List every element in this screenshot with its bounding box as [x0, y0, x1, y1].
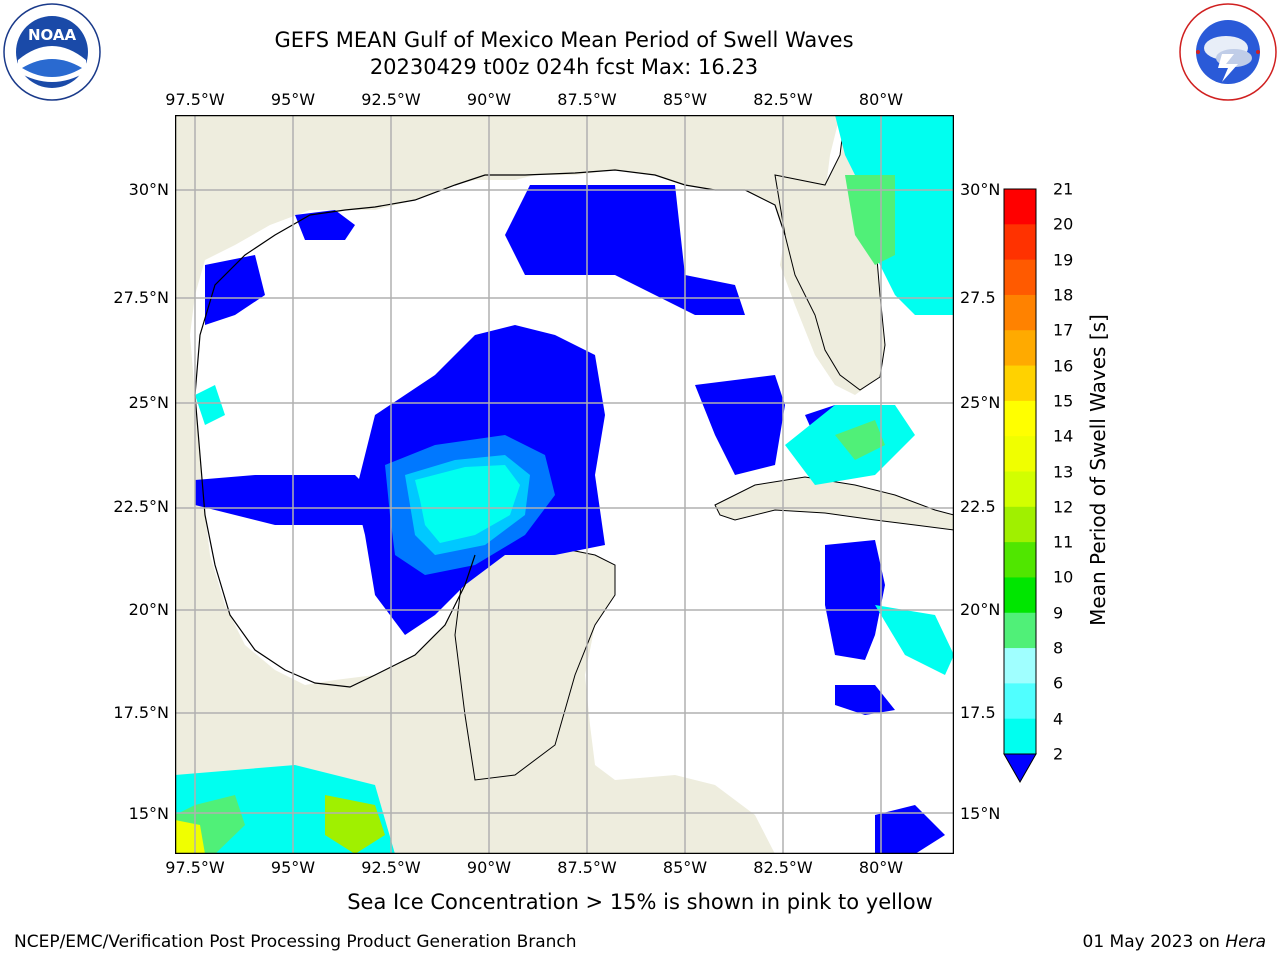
- colorbar-swatch: [1004, 542, 1036, 578]
- colorbar-tick: 11: [1053, 532, 1074, 552]
- noaa-logo-text: NOAA: [28, 26, 77, 44]
- colorbar-tick: 16: [1053, 356, 1074, 376]
- footer-date: 01 May 2023 on Hera: [1083, 932, 1267, 952]
- lon-tick-top: 97.5°W: [165, 90, 225, 109]
- map-panel: [174, 114, 955, 855]
- swell-fill-light: [175, 115, 954, 854]
- footer-system: Hera: [1225, 932, 1266, 952]
- lon-tick-top: 85°W: [662, 90, 708, 109]
- colorbar-tick: 14: [1053, 426, 1074, 446]
- lon-tick-top: 80°W: [858, 90, 904, 109]
- lon-tick-bottom: 92.5°W: [361, 858, 421, 877]
- colorbar-tick: 12: [1053, 497, 1074, 517]
- lat-tick-left: 27.5°N: [113, 288, 169, 307]
- lat-tick-right: 25°N: [960, 393, 1001, 412]
- nws-logo: [1178, 2, 1278, 102]
- colorbar-tick: 19: [1053, 250, 1074, 270]
- colorbar-swatch: [1004, 506, 1036, 543]
- lat-tick-right: 22.5: [960, 497, 996, 516]
- colorbar: [1000, 185, 1040, 785]
- colorbar-swatch: [1004, 718, 1036, 755]
- colorbar-tick: 4: [1053, 709, 1064, 729]
- lon-tick-top: 87.5°W: [557, 90, 617, 109]
- colorbar-swatch: [1004, 436, 1036, 472]
- colorbar-tick: 18: [1053, 285, 1074, 305]
- colorbar-tick: 20: [1053, 214, 1074, 234]
- lat-tick-right: 30°N: [960, 180, 1001, 199]
- colorbar-tick: 10: [1053, 567, 1074, 587]
- lon-tick-bottom: 97.5°W: [165, 858, 225, 877]
- colorbar-tick: 21: [1053, 179, 1074, 199]
- colorbar-swatch: [1004, 400, 1036, 437]
- colorbar-swatch: [1004, 224, 1036, 261]
- colorbar-tick: 15: [1053, 391, 1074, 411]
- map-frame: [174, 114, 955, 855]
- lat-tick-left: 20°N: [128, 600, 169, 619]
- lat-tick-right: 15°N: [960, 804, 1001, 823]
- map-subtitle: 20230429 t00z 024h fcst Max: 16.23: [369, 55, 759, 79]
- colorbar-swatch: [1004, 683, 1036, 720]
- map-title: GEFS MEAN Gulf of Mexico Mean Period of …: [274, 28, 854, 52]
- colorbar-swatch: [1004, 294, 1036, 331]
- colorbar-swatch: [1004, 330, 1036, 367]
- colorbar-tick: 2: [1053, 744, 1064, 764]
- lat-tick-left: 25°N: [128, 393, 169, 412]
- footer-credit: NCEP/EMC/Verification Post Processing Pr…: [14, 932, 577, 952]
- colorbar-swatch: [1004, 471, 1036, 508]
- colorbar-swatch: [1004, 365, 1036, 402]
- colorbar-frame: [1003, 188, 1037, 755]
- gulf-coastline: [194, 169, 786, 396]
- colorbar-swatch: [1004, 259, 1036, 296]
- sea-ice-caption: Sea Ice Concentration > 15% is shown in …: [347, 890, 933, 914]
- colorbar-tick: 17: [1053, 320, 1074, 340]
- colorbar-extend-min: [1003, 753, 1037, 784]
- lat-tick-right: 20°N: [960, 600, 1001, 619]
- colorbar-swatches: [1003, 188, 1037, 784]
- map-canvas: [174, 114, 955, 855]
- colorbar-swatch: [1004, 577, 1036, 614]
- lon-tick-bottom: 80°W: [858, 858, 904, 877]
- footer-date-text: 01 May 2023 on: [1082, 932, 1226, 952]
- colorbar-swatch: [1004, 648, 1036, 684]
- lat-tick-right: 17.5: [960, 703, 996, 722]
- colorbar-tick: 8: [1053, 638, 1064, 658]
- lon-tick-bottom: 90°W: [466, 858, 512, 877]
- lon-tick-bottom: 82.5°W: [753, 858, 813, 877]
- lon-tick-top: 82.5°W: [753, 90, 813, 109]
- lon-tick-top: 92.5°W: [361, 90, 421, 109]
- graticule: [175, 115, 954, 854]
- lon-tick-top: 95°W: [270, 90, 316, 109]
- lon-tick-bottom: 95°W: [270, 858, 316, 877]
- lat-tick-left: 22.5°N: [113, 497, 169, 516]
- lat-tick-left: 15°N: [128, 804, 169, 823]
- colorbar-tick: 13: [1053, 462, 1074, 481]
- lat-tick-left: 17.5°N: [113, 703, 169, 722]
- lon-tick-bottom: 85°W: [662, 858, 708, 877]
- colorbar-label: Mean Period of Swell Waves [s]: [1086, 314, 1110, 626]
- colorbar-tick: 9: [1053, 603, 1064, 623]
- noaa-logo: NOAA: [2, 2, 102, 102]
- colorbar-tick: 6: [1053, 673, 1064, 693]
- lat-tick-left: 30°N: [128, 180, 169, 199]
- colorbar-swatch: [1004, 189, 1036, 225]
- lon-tick-bottom: 87.5°W: [557, 858, 617, 877]
- colorbar-swatch: [1004, 612, 1036, 649]
- lon-tick-top: 90°W: [466, 90, 512, 109]
- mexico-coastline: [194, 394, 476, 688]
- lat-tick-right: 27.5: [960, 288, 996, 307]
